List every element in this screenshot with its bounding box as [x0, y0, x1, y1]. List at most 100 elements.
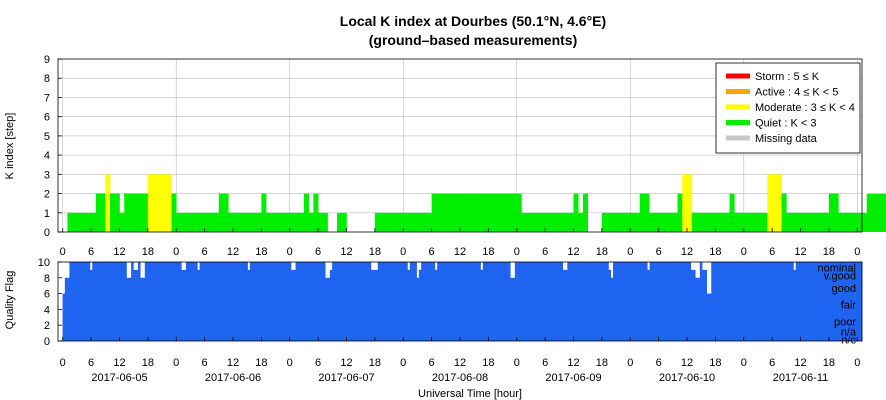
quality-bar — [654, 262, 657, 341]
quality-bar — [576, 262, 580, 341]
quality-bar — [606, 262, 609, 341]
quality-bar — [151, 262, 155, 341]
quality-bar — [185, 262, 189, 341]
k-index-bar — [337, 212, 343, 232]
quality-bar — [144, 262, 148, 341]
quality-bar — [391, 262, 395, 341]
quality-bar — [590, 262, 593, 341]
k-x-tick-label: 6 — [202, 246, 208, 258]
quality-bar — [236, 262, 239, 341]
k-index-bar — [384, 212, 390, 232]
k-index-bar — [634, 212, 641, 232]
quality-bar — [448, 262, 452, 341]
k-index-bar — [734, 212, 740, 232]
k-index-bar — [838, 212, 844, 232]
k-index-bar — [152, 174, 158, 232]
k-index-bar — [880, 193, 886, 232]
quality-bar — [345, 262, 349, 341]
quality-bar — [464, 262, 468, 341]
quality-bar — [163, 262, 166, 341]
q-x-tick-label: 12 — [454, 357, 466, 369]
quality-flag-label: n/c — [841, 334, 856, 346]
k-index-bar — [488, 193, 494, 232]
quality-bar — [277, 262, 280, 341]
q-x-tick-label: 6 — [429, 357, 435, 369]
quality-bar — [329, 269, 333, 341]
k-x-tick-label: 6 — [315, 246, 321, 258]
k-index-bar — [819, 212, 825, 232]
quality-bar — [92, 262, 95, 341]
quality-bar — [533, 262, 536, 341]
quality-bar — [633, 262, 637, 341]
k-index-bar — [445, 193, 451, 232]
k-index-bar — [507, 193, 513, 232]
k-x-tick-label: 6 — [656, 246, 662, 258]
k-index-bar — [280, 212, 286, 232]
k-index-bar — [866, 193, 872, 232]
quality-bar — [782, 262, 785, 341]
k-x-tick-label: 6 — [542, 246, 548, 258]
k-index-bar — [190, 212, 196, 232]
quality-bar — [521, 262, 525, 341]
chart-title: Local K index at Dourbes (50.1°N, 4.6°E) — [340, 13, 606, 29]
quality-bar — [667, 262, 671, 341]
quality-bar — [240, 262, 244, 341]
quality-bar — [594, 262, 598, 341]
quality-bar — [343, 262, 347, 341]
k-index-bar — [313, 193, 319, 232]
quality-bar — [300, 262, 303, 341]
k-index-bar — [540, 212, 546, 232]
k-index-bar — [663, 212, 669, 232]
quality-bar — [697, 277, 701, 341]
quality-bar — [188, 262, 191, 341]
quality-bar — [80, 262, 84, 341]
quality-bar — [110, 262, 114, 341]
quality-bar — [665, 262, 669, 341]
quality-bar — [320, 262, 324, 341]
quality-bar — [224, 262, 228, 341]
quality-bar — [555, 262, 559, 341]
k-index-bar — [753, 212, 759, 232]
quality-bar — [690, 269, 694, 341]
k-index-bar — [303, 193, 309, 232]
k-index-bar — [582, 193, 588, 232]
quality-bar — [752, 262, 755, 341]
k-index-bar — [743, 212, 749, 232]
date-label: 2017-06-06 — [205, 372, 261, 384]
q-x-tick-label: 0 — [400, 357, 406, 369]
k-index-bar — [786, 212, 792, 232]
quality-bar — [601, 262, 605, 341]
k-x-tick-label: 0 — [60, 246, 66, 258]
q-x-tick-label: 0 — [287, 357, 293, 369]
k-index-bar — [412, 212, 418, 232]
quality-bar — [412, 262, 415, 341]
k-x-tick-label: 12 — [340, 246, 352, 258]
quality-bar — [169, 262, 173, 341]
quality-bar — [702, 269, 705, 341]
quality-bar — [94, 262, 98, 341]
quality-bar — [441, 262, 445, 341]
quality-bar — [528, 262, 532, 341]
quality-bar — [243, 262, 246, 341]
quality-bar — [149, 262, 152, 341]
quality-bar — [396, 262, 399, 341]
k-index-bar — [625, 212, 631, 232]
k-index-bar — [549, 212, 555, 232]
k-index-bar — [389, 212, 395, 232]
quality-bar — [809, 262, 813, 341]
q-y-tick-label: 8 — [44, 273, 50, 285]
k-x-tick-label: 12 — [227, 246, 239, 258]
quality-bar — [715, 262, 719, 341]
quality-bar — [199, 262, 203, 341]
quality-bar — [172, 262, 175, 341]
k-x-tick-label: 0 — [287, 246, 293, 258]
quality-bar — [284, 262, 287, 341]
k-index-bar — [772, 174, 778, 232]
quality-bar — [574, 262, 577, 341]
k-x-tick-label: 12 — [113, 246, 125, 258]
quality-bar — [743, 262, 746, 341]
quality-bar — [569, 262, 573, 341]
k-index-bar — [403, 212, 409, 232]
quality-bar — [222, 262, 226, 341]
k-index-bar — [516, 193, 522, 232]
